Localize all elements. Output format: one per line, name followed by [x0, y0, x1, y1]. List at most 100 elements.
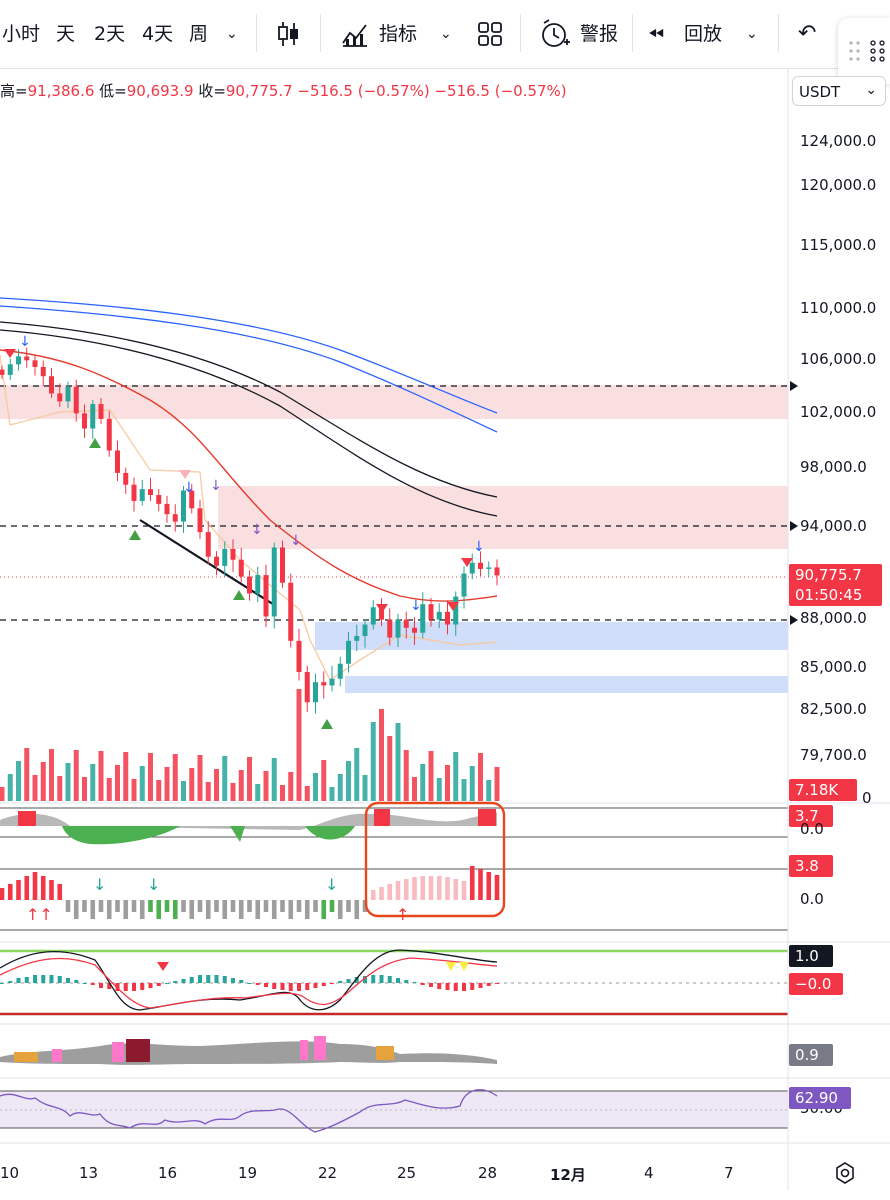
candle-body[interactable] — [131, 484, 137, 501]
candle-body[interactable] — [82, 413, 87, 429]
candle-body[interactable] — [156, 495, 162, 504]
candle-body[interactable] — [214, 556, 219, 566]
indicators-button[interactable]: 指标 — [379, 23, 418, 45]
candle-body[interactable] — [255, 575, 261, 594]
drag-handle-icon[interactable] — [848, 40, 862, 62]
candle-body[interactable] — [230, 549, 236, 560]
candle-body[interactable] — [139, 489, 145, 501]
grid-icon[interactable] — [870, 40, 886, 62]
sell-marker-icon — [461, 558, 473, 567]
candles-group — [0, 347, 500, 714]
interval-hour[interactable]: 小时 — [2, 23, 41, 45]
candle-body[interactable] — [445, 611, 450, 625]
candle-body[interactable] — [370, 607, 376, 625]
candle-body[interactable] — [32, 360, 38, 367]
candles-icon[interactable] — [274, 19, 304, 49]
last-price-tag[interactable]: 90,775.7 01:50:45 — [789, 564, 882, 606]
candle-body[interactable] — [16, 356, 21, 365]
candle-body[interactable] — [247, 576, 252, 594]
date-tick: 16 — [158, 1164, 178, 1182]
candle-body[interactable] — [321, 682, 327, 686]
histogram-bar — [304, 900, 310, 919]
candle-body[interactable] — [90, 404, 96, 429]
candle-body[interactable] — [387, 619, 393, 638]
candle-body[interactable] — [148, 489, 153, 496]
replay-button[interactable]: 回放 — [684, 23, 723, 45]
candle-body[interactable] — [164, 503, 170, 515]
candle-body[interactable] — [469, 562, 475, 574]
ind2-arrows: ↓ ↓ ↓ ↑↑ ↑ — [26, 875, 409, 924]
candle-body[interactable] — [0, 369, 5, 375]
candle-body[interactable] — [263, 575, 269, 617]
currency-selector[interactable]: USDT ⌄ — [792, 76, 886, 106]
layout-grid-icon[interactable] — [476, 20, 504, 48]
undo-icon[interactable]: ↶ — [798, 21, 817, 46]
candle-body[interactable] — [40, 366, 46, 377]
candle-body[interactable] — [288, 582, 294, 641]
chevron-down-icon[interactable]: ⌄ — [226, 26, 238, 42]
interval-4day[interactable]: 4天 — [142, 23, 174, 45]
candle-body[interactable] — [172, 514, 178, 522]
candle-body[interactable] — [222, 549, 228, 566]
level-marker-icon[interactable] — [790, 381, 798, 391]
candle-body[interactable] — [428, 604, 434, 620]
candle-body[interactable] — [494, 567, 500, 576]
candle-body[interactable] — [461, 573, 467, 597]
candle-body[interactable] — [123, 472, 129, 485]
candle-body[interactable] — [98, 404, 104, 419]
candle-body[interactable] — [271, 547, 277, 617]
candle-body[interactable] — [337, 663, 343, 679]
interval-day[interactable]: 天 — [56, 23, 76, 45]
candle-body[interactable] — [49, 376, 54, 394]
chevron-down-icon[interactable]: ⌄ — [440, 26, 452, 42]
candle-body[interactable] — [181, 490, 186, 522]
candle-body[interactable] — [379, 607, 384, 620]
candle-body[interactable] — [403, 619, 409, 628]
highlight-box[interactable] — [364, 801, 506, 918]
candle-body[interactable] — [7, 364, 13, 375]
sell-marker-icon — [157, 962, 169, 971]
rewind-icon[interactable]: ⏪︎ — [648, 22, 664, 46]
alert-button[interactable]: 警报 — [580, 23, 619, 45]
candle-body[interactable] — [453, 596, 459, 625]
candle-body[interactable] — [478, 562, 483, 569]
candle-body[interactable] — [57, 393, 63, 402]
chevron-down-icon: ⌄ — [865, 82, 877, 98]
candle-body[interactable] — [296, 640, 302, 673]
interval-week[interactable]: 周 — [189, 23, 209, 45]
date-tick: 28 — [478, 1164, 498, 1182]
level-marker-icon[interactable] — [790, 521, 798, 531]
level-marker-icon[interactable] — [790, 615, 798, 625]
candle-body[interactable] — [346, 640, 351, 664]
chevron-down-icon[interactable]: ⌄ — [746, 26, 758, 42]
settings-gear-icon[interactable] — [834, 1162, 856, 1184]
date-tick: 7 — [724, 1164, 734, 1182]
candle-body[interactable] — [486, 567, 492, 569]
candle-body[interactable] — [412, 627, 417, 633]
alarm-clock-icon[interactable] — [540, 18, 572, 50]
candle-body[interactable] — [106, 418, 112, 451]
candle-body[interactable] — [304, 672, 310, 703]
candle-body[interactable] — [24, 356, 30, 361]
candle-body[interactable] — [205, 532, 211, 557]
candle-body[interactable] — [65, 386, 71, 402]
candle-body[interactable] — [436, 611, 442, 620]
candle-body[interactable] — [395, 619, 401, 638]
candle-body[interactable] — [197, 508, 203, 533]
candle-body[interactable] — [189, 490, 195, 509]
candle-body[interactable] — [362, 624, 368, 636]
indicators-icon[interactable] — [340, 19, 370, 49]
ind4-block — [126, 1039, 150, 1062]
candle-body[interactable] — [238, 559, 244, 577]
candle-body[interactable] — [280, 547, 285, 583]
interval-2day[interactable]: 2天 — [94, 23, 126, 45]
candle-body[interactable] — [329, 678, 335, 686]
candle-body[interactable] — [73, 386, 79, 414]
candle-body[interactable] — [313, 682, 318, 703]
candle-body[interactable] — [420, 604, 426, 633]
volume-bar — [164, 767, 170, 801]
candle-body[interactable] — [115, 450, 120, 473]
histogram-bar — [206, 975, 211, 983]
candle-body[interactable] — [354, 635, 360, 641]
